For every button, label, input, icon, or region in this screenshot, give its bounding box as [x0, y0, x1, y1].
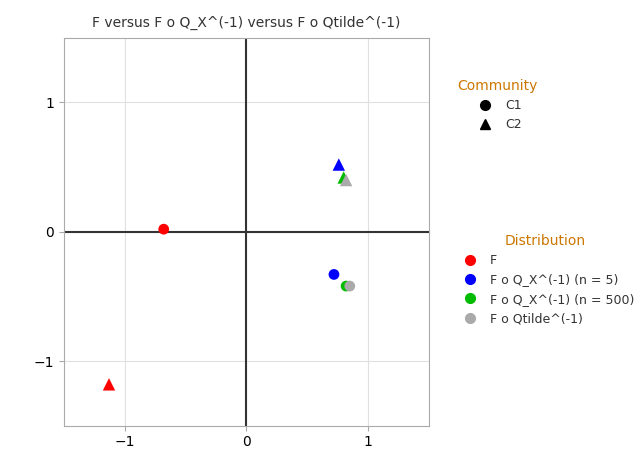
Point — [339, 174, 349, 181]
Legend: F, F o Q_X^(-1) (n = 5), F o Q_X^(-1) (n = 500), F o Qtilde^(-1): F, F o Q_X^(-1) (n = 5), F o Q_X^(-1) (n… — [453, 230, 637, 329]
Point — [341, 176, 351, 184]
Point — [341, 282, 351, 290]
Point — [104, 381, 114, 388]
Point — [329, 271, 339, 278]
Title: F versus F o Q_X^(-1) versus F o Qtilde^(-1): F versus F o Q_X^(-1) versus F o Qtilde^… — [92, 16, 401, 30]
Point — [159, 226, 169, 233]
Point — [333, 161, 344, 168]
Point — [344, 282, 355, 290]
